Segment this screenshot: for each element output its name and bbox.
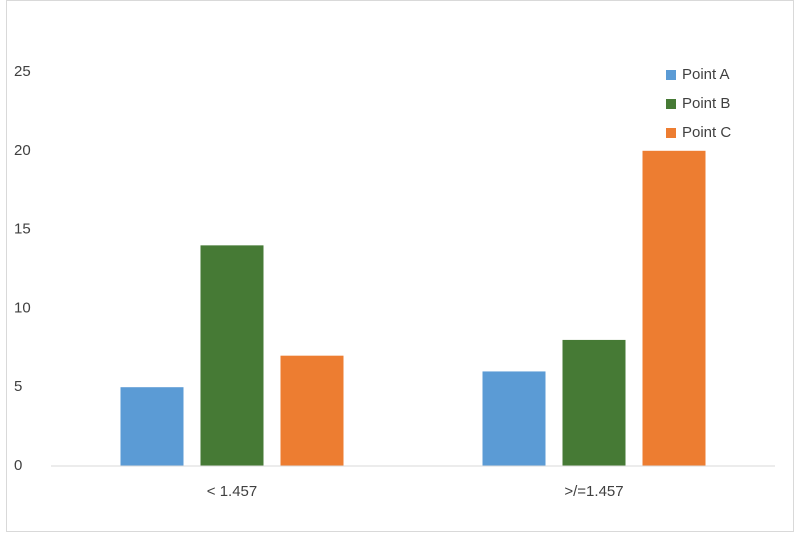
y-tick-label: 25 [14, 63, 31, 80]
bar [562, 339, 626, 466]
bar [642, 150, 706, 467]
bar [280, 355, 344, 466]
legend-swatch [666, 99, 676, 109]
y-tick-label: 20 [14, 142, 31, 159]
legend-label: Point B [682, 95, 730, 112]
legend-label: Point A [682, 66, 730, 83]
legend-swatch [666, 128, 676, 138]
legend-swatch [666, 70, 676, 80]
legend-label: Point C [682, 124, 731, 141]
x-tick-label: < 1.457 [207, 483, 257, 500]
bar [120, 387, 184, 466]
y-tick-label: 15 [14, 221, 31, 238]
y-tick-label: 10 [14, 299, 31, 316]
bar [482, 371, 546, 466]
bar [200, 245, 264, 466]
y-tick-label: 0 [14, 457, 22, 474]
x-tick-label: >/=1.457 [564, 483, 623, 500]
y-tick-label: 5 [14, 378, 22, 395]
